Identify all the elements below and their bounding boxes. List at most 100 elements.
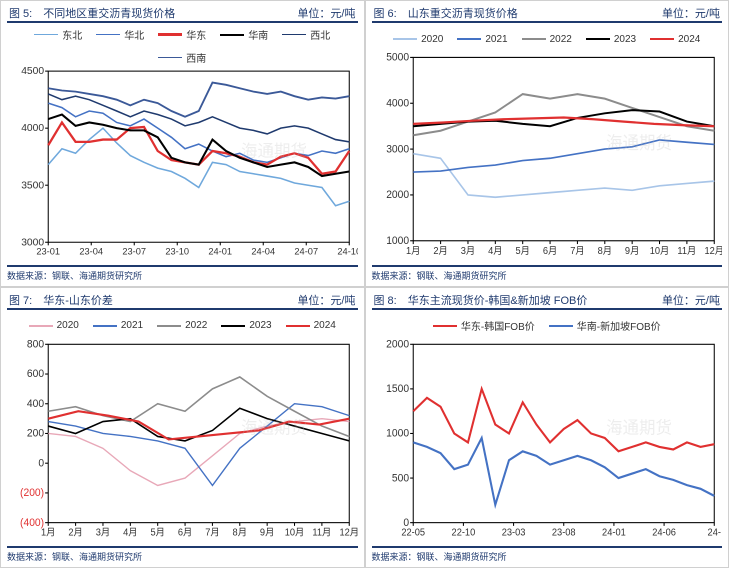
legend-label: 2020	[57, 320, 79, 331]
svg-text:海通期货: 海通期货	[241, 418, 307, 437]
svg-text:800: 800	[27, 340, 44, 351]
legend-label: 2022	[185, 320, 207, 331]
panel-header: 图 5: 不同地区重交沥青现货价格单位：元/吨	[7, 5, 358, 23]
legend: 2020 2021 2022 2023 2024	[7, 312, 358, 340]
legend-label: 2022	[550, 34, 572, 45]
svg-text:600: 600	[27, 368, 44, 380]
svg-text:8月: 8月	[233, 527, 247, 538]
legend-item: 2021	[457, 27, 507, 51]
legend-swatch	[158, 57, 182, 59]
legend-item: 2020	[29, 314, 79, 338]
legend-item: 2023	[221, 314, 271, 338]
legend-item: 西南	[158, 50, 206, 65]
panel-p7: 图 7: 华东-山东价差单位：元/吨20202021202220232024(4…	[0, 287, 365, 568]
svg-text:24-04: 24-04	[251, 247, 275, 257]
legend-item: 华南	[220, 27, 268, 42]
svg-text:500: 500	[391, 472, 408, 484]
legend-swatch	[157, 325, 181, 327]
svg-text:24-06: 24-06	[652, 527, 676, 538]
chart-area: 300035004000450023-0123-0423-0723-1024-0…	[7, 67, 358, 263]
legend-swatch	[650, 38, 674, 40]
svg-text:1月: 1月	[406, 246, 420, 257]
legend-swatch	[29, 325, 53, 326]
data-source: 数据来源：钢联、海通期货研究所	[372, 546, 723, 563]
legend-label: 华南-新加坡FOB价	[577, 318, 661, 333]
svg-text:12月: 12月	[339, 527, 357, 538]
svg-text:3000: 3000	[386, 143, 409, 155]
panel-p8: 图 8: 华东主流现货价-韩国&新加坡 FOB价单位：元/吨华东-韩国FOB价华…	[365, 287, 729, 568]
svg-text:11月: 11月	[677, 246, 696, 257]
legend-label: 2024	[678, 34, 700, 45]
svg-text:5000: 5000	[386, 53, 409, 64]
svg-text:4月: 4月	[488, 246, 502, 257]
svg-text:4500: 4500	[21, 67, 44, 77]
legend-item: 2024	[650, 27, 700, 51]
legend-label: 西北	[310, 27, 330, 42]
svg-text:12月: 12月	[704, 246, 722, 257]
svg-text:23-07: 23-07	[122, 247, 146, 257]
legend-item: 2022	[157, 314, 207, 338]
svg-text:400: 400	[27, 398, 44, 410]
legend-label: 华南	[248, 27, 268, 42]
panel-title: 图 5: 不同地区重交沥青现货价格	[9, 5, 297, 21]
legend-label: 2021	[485, 34, 507, 45]
legend-swatch	[220, 34, 244, 36]
legend-label: 东北	[62, 27, 82, 42]
svg-text:4000: 4000	[21, 123, 44, 134]
svg-text:4000: 4000	[386, 97, 409, 109]
svg-text:5月: 5月	[515, 246, 529, 257]
legend-swatch	[221, 325, 245, 327]
svg-text:3月: 3月	[460, 246, 474, 257]
svg-text:8月: 8月	[597, 246, 611, 257]
svg-text:(200): (200)	[20, 487, 44, 499]
legend-item: 2022	[522, 27, 572, 51]
legend-swatch	[286, 325, 310, 327]
panel-p5: 图 5: 不同地区重交沥青现货价格单位：元/吨东北华北华东华南西北西南30003…	[0, 0, 365, 287]
svg-text:23-04: 23-04	[79, 247, 103, 257]
svg-text:23-01: 23-01	[36, 247, 60, 257]
legend-label: 华东-韩国FOB价	[461, 318, 535, 333]
legend-swatch	[393, 38, 417, 40]
svg-text:0: 0	[38, 457, 44, 469]
panel-unit: 单位：元/吨	[662, 292, 720, 308]
panel-p6: 图 6: 山东重交沥青现货价格单位：元/吨2020202120222023202…	[365, 0, 729, 287]
svg-text:7月: 7月	[570, 246, 584, 257]
legend-swatch	[282, 34, 306, 36]
legend-item: 华南-新加坡FOB价	[549, 314, 661, 338]
panel-title: 图 6: 山东重交沥青现货价格	[374, 5, 662, 21]
svg-text:6月: 6月	[542, 246, 556, 257]
svg-text:9月: 9月	[624, 246, 638, 257]
data-source: 数据来源：钢联、海通期货研究所	[7, 265, 358, 282]
panel-header: 图 6: 山东重交沥青现货价格单位：元/吨	[372, 5, 723, 23]
legend-item: 2021	[93, 314, 143, 338]
svg-text:200: 200	[27, 427, 44, 439]
svg-text:2月: 2月	[68, 527, 82, 538]
svg-text:2000: 2000	[386, 189, 409, 201]
panel-title: 图 7: 华东-山东价差	[9, 292, 297, 308]
legend-swatch	[34, 34, 58, 36]
svg-text:2000: 2000	[386, 340, 409, 351]
legend-label: 2024	[314, 320, 336, 331]
legend-label: 2023	[249, 320, 271, 331]
svg-text:22-05: 22-05	[401, 527, 425, 538]
legend-swatch	[549, 325, 573, 327]
svg-text:9月: 9月	[260, 527, 274, 538]
legend-item: 西北	[282, 27, 330, 42]
svg-text:10月: 10月	[649, 246, 669, 257]
legend-label: 2021	[121, 320, 143, 331]
legend-swatch	[158, 33, 182, 35]
legend-label: 2023	[614, 34, 636, 45]
svg-text:海通期货: 海通期货	[241, 142, 307, 161]
svg-text:海通期货: 海通期货	[606, 134, 672, 154]
svg-text:5月: 5月	[150, 527, 164, 538]
svg-text:24-07: 24-07	[294, 247, 318, 257]
panel-unit: 单位：元/吨	[297, 5, 355, 21]
svg-text:22-10: 22-10	[451, 527, 475, 538]
svg-text:3月: 3月	[96, 527, 110, 538]
svg-text:24-01: 24-01	[208, 247, 232, 257]
svg-text:24-: 24-	[707, 527, 720, 538]
chart-area: (400)(200)02004006008001月2月3月4月5月6月7月8月9…	[7, 340, 358, 544]
panel-unit: 单位：元/吨	[297, 292, 355, 308]
legend-swatch	[522, 38, 546, 40]
legend-swatch	[96, 34, 120, 36]
